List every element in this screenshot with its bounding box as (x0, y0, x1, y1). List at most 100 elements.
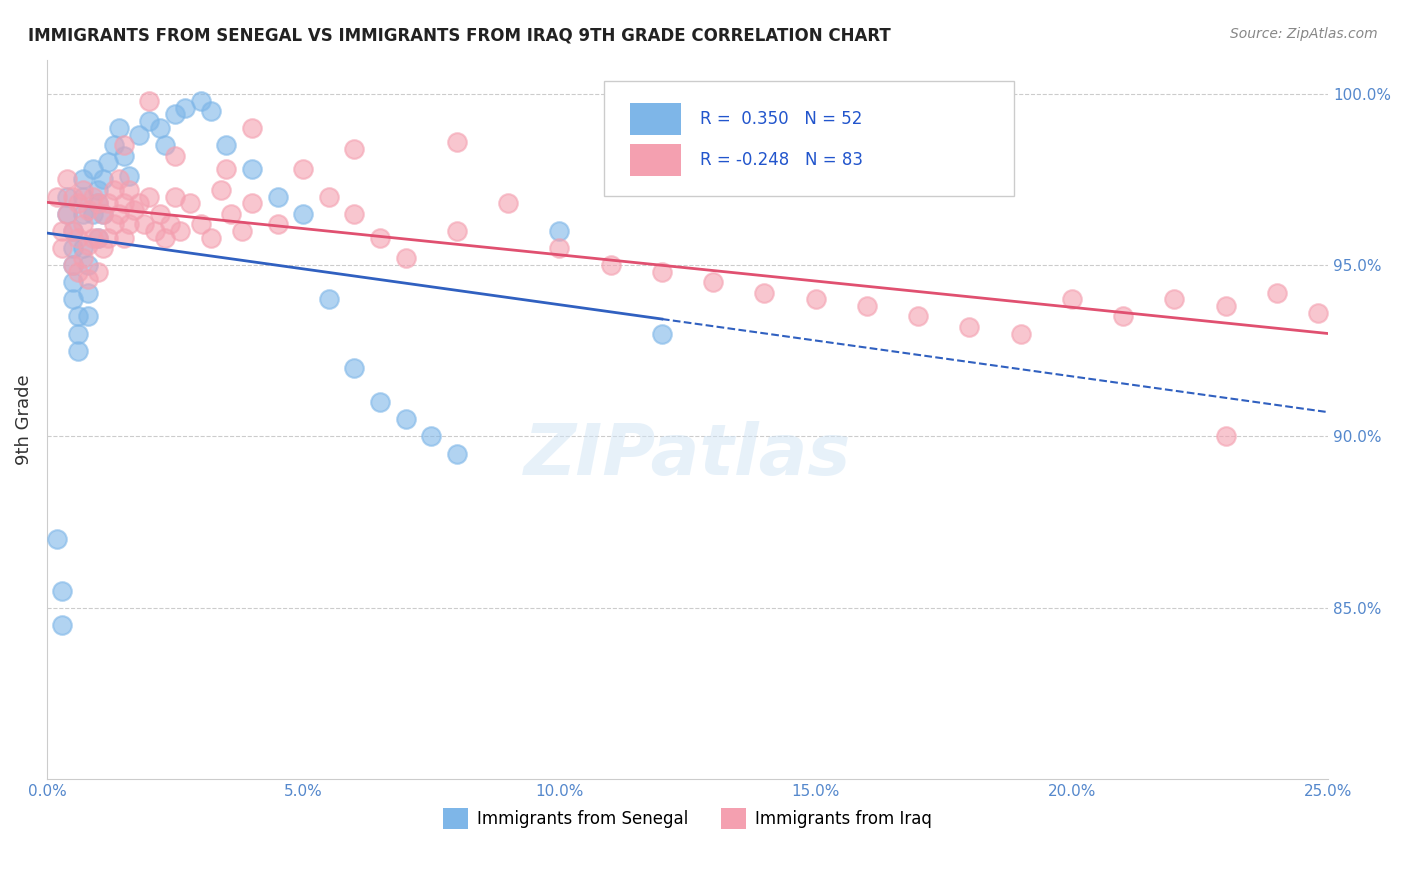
Point (169, 224, 191, 238)
Point (957, 319, 980, 334)
Point (128, 196, 150, 211)
Text: R =  0.350   N = 52: R = 0.350 N = 52 (700, 110, 863, 128)
Point (91, 172, 114, 186)
Point (231, 224, 253, 238)
Point (138, 114, 160, 128)
Bar (630, 103, 681, 135)
Point (1112, 310, 1135, 324)
Point (82, 162, 104, 177)
Point (200, 103, 222, 118)
Text: ZIPatlas: ZIPatlas (524, 421, 851, 490)
Point (77, 272, 100, 286)
Point (907, 310, 929, 324)
Point (159, 217, 181, 231)
Point (420, 429, 443, 443)
Point (163, 189, 186, 203)
Point (87, 183, 110, 197)
Point (56, 207, 79, 221)
Point (97, 230, 120, 244)
Point (240, 162, 263, 177)
Point (446, 135, 468, 149)
Point (200, 230, 222, 244)
Point (72, 241, 94, 255)
Point (66, 343, 89, 358)
Point (103, 183, 125, 197)
Point (107, 207, 129, 221)
Point (215, 138, 238, 153)
Point (292, 207, 315, 221)
Point (122, 203, 145, 218)
Point (66, 230, 89, 244)
Point (62, 275, 84, 289)
Point (368, 395, 391, 409)
Point (368, 230, 391, 244)
Point (138, 189, 160, 203)
Point (107, 121, 129, 136)
Point (149, 207, 172, 221)
Point (51, 241, 73, 255)
Point (190, 94, 212, 108)
Point (112, 196, 135, 211)
Point (87, 196, 110, 211)
Point (82, 230, 104, 244)
Point (651, 326, 673, 341)
Point (103, 138, 125, 153)
Point (1163, 293, 1185, 307)
Point (1306, 306, 1329, 320)
Point (240, 196, 263, 211)
Point (548, 224, 571, 238)
Point (163, 107, 186, 121)
Point (163, 148, 186, 162)
Point (1265, 285, 1288, 300)
Bar (630, 144, 681, 176)
Point (72, 183, 94, 197)
Point (51, 583, 73, 598)
Point (62, 258, 84, 272)
Point (56, 189, 79, 203)
Point (66, 310, 89, 324)
Point (138, 94, 160, 108)
Point (446, 446, 468, 460)
Point (240, 121, 263, 136)
Point (318, 189, 340, 203)
Point (651, 265, 673, 279)
Point (51, 224, 73, 238)
Point (702, 275, 724, 289)
Point (134, 217, 156, 231)
Point (77, 285, 100, 300)
Point (128, 128, 150, 142)
Point (343, 142, 366, 156)
Point (91, 207, 114, 221)
Point (87, 265, 110, 279)
Point (46, 532, 69, 546)
Point (446, 224, 468, 238)
Point (77, 258, 100, 272)
Point (66, 326, 89, 341)
Point (343, 207, 366, 221)
Point (77, 203, 100, 218)
Point (56, 207, 79, 221)
Point (72, 189, 94, 203)
Point (103, 217, 125, 231)
Point (87, 230, 110, 244)
Point (82, 207, 104, 221)
Point (143, 224, 166, 238)
Point (62, 258, 84, 272)
Point (77, 237, 100, 252)
Point (77, 310, 100, 324)
Point (190, 217, 212, 231)
Point (153, 138, 176, 153)
Point (87, 196, 110, 211)
Point (66, 196, 89, 211)
FancyBboxPatch shape (605, 81, 1014, 196)
Point (856, 299, 879, 313)
Point (804, 293, 827, 307)
Point (599, 258, 621, 272)
Point (72, 172, 94, 186)
Point (266, 217, 288, 231)
Point (118, 169, 141, 183)
Point (149, 121, 172, 136)
Point (56, 172, 79, 186)
Point (82, 189, 104, 203)
Text: Source: ZipAtlas.com: Source: ZipAtlas.com (1230, 27, 1378, 41)
